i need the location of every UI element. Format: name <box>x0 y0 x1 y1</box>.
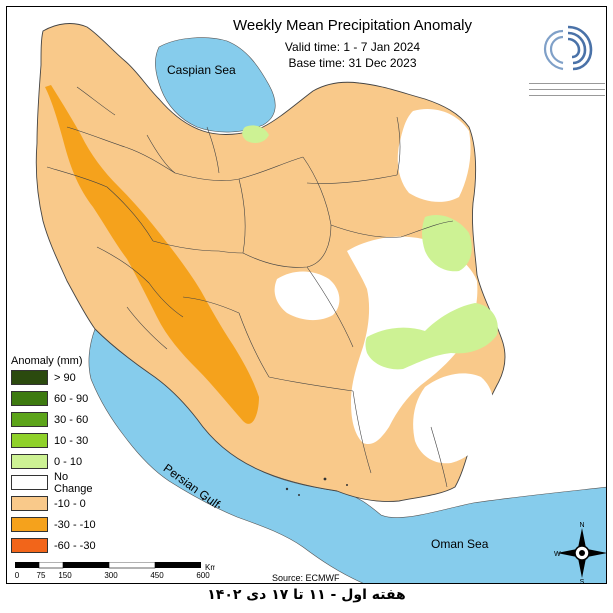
compass-west-label: W <box>554 551 561 558</box>
scale-bar: 0 75 150 300 450 600Km <box>15 562 215 580</box>
legend-label: No Change <box>54 470 93 495</box>
legend-item: -10 - 0 <box>11 495 107 512</box>
legend-label: > 90 <box>54 371 76 384</box>
map-title: Weekly Mean Precipitation Anomaly <box>232 17 472 34</box>
scale-unit-label: Km <box>205 563 215 572</box>
province-boundaries <box>46 86 454 488</box>
anomaly-zone-light-wet-east <box>422 214 472 272</box>
compass-rose-icon: N S E W <box>554 522 606 584</box>
scale-tick-label: 600 <box>196 571 210 580</box>
legend-label: 0 - 10 <box>54 455 83 468</box>
organization-logo-icon <box>543 25 593 71</box>
scale-tick-label: 75 <box>37 571 46 580</box>
compass-south-label: S <box>580 579 585 584</box>
legend-swatch <box>11 454 48 469</box>
caspian-sea <box>155 37 276 133</box>
anomaly-zone-light-wet-se <box>365 303 498 370</box>
organization-logo-text <box>529 81 605 101</box>
legend-item: > 90 <box>11 369 107 386</box>
legend-swatch <box>11 391 48 406</box>
scale-tick-label: 0 <box>15 571 20 580</box>
caspian-sea-label: Caspian Sea <box>167 63 236 77</box>
legend-swatch <box>11 370 48 385</box>
valid-time: Valid time: 1 - 7 Jan 2024 <box>284 40 421 54</box>
legend-label: 60 - 90 <box>54 392 89 405</box>
legend-swatch <box>11 496 48 511</box>
oman-sea-label: Oman Sea <box>431 537 489 551</box>
legend-item: -60 - -30 <box>11 537 107 554</box>
compass-north-label: N <box>579 522 584 529</box>
legend-item: No Change <box>11 471 107 495</box>
legend-swatch <box>11 433 48 448</box>
legend-title: Anomaly (mm) <box>11 355 83 367</box>
gulf-islands <box>201 477 348 508</box>
anomaly-zone-medium-dry <box>45 85 259 424</box>
legend-item: 10 - 30 <box>11 432 107 449</box>
legend-swatch <box>11 412 48 427</box>
legend: Anomaly (mm) > 90 60 - 90 30 - 60 10 - 30 0 … <box>11 355 107 558</box>
legend-swatch <box>11 475 48 490</box>
legend-rows: > 90 60 - 90 30 - 60 10 - 30 0 - 10 No Change… <box>11 369 107 554</box>
scale-tick-label: 450 <box>150 571 164 580</box>
scale-tick-label: 300 <box>104 571 118 580</box>
legend-label: 30 - 60 <box>54 413 89 426</box>
anomaly-zone-no-change-ne <box>397 109 471 202</box>
anomaly-zone-no-change-central <box>274 271 340 321</box>
legend-label: -30 - -10 <box>54 518 96 531</box>
legend-label: -10 - 0 <box>54 497 86 510</box>
legend-swatch <box>11 538 48 553</box>
legend-item: 30 - 60 <box>11 411 107 428</box>
base-time: Base time: 31 Dec 2023 <box>288 56 417 70</box>
anomaly-zone-light-wet-north <box>242 125 269 143</box>
anomaly-zone-no-change-se <box>413 373 494 464</box>
legend-item: 0 - 10 <box>11 453 107 470</box>
legend-item: -30 - -10 <box>11 516 107 533</box>
data-source: Source: ECMWF <box>272 573 340 583</box>
legend-item: 60 - 90 <box>11 390 107 407</box>
legend-label: 10 - 30 <box>54 434 89 447</box>
iran-map <box>35 23 606 583</box>
legend-swatch <box>11 517 48 532</box>
legend-label: -60 - -30 <box>54 539 96 552</box>
scale-tick-label: 150 <box>58 571 72 580</box>
persian-caption: هفته اول - ۱۱ تا ۱۷ دی ۱۴۰۲ <box>207 587 406 603</box>
map-panel: Weekly Mean Precipitation Anomaly Valid … <box>6 6 607 584</box>
